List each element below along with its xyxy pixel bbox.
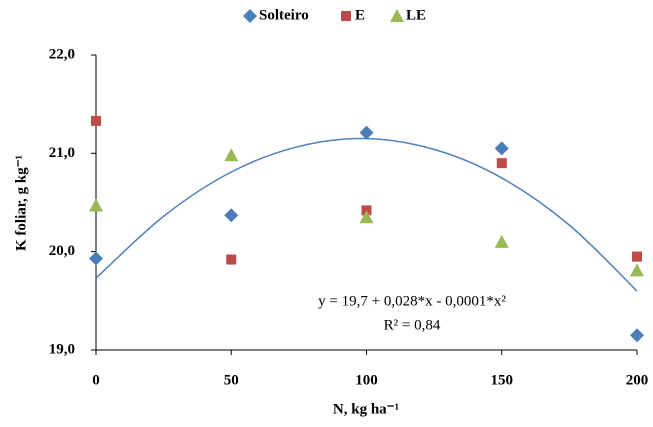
point xyxy=(630,263,644,277)
equation: y = 19,7 + 0,028*x - 0,0001*x² xyxy=(318,293,506,309)
legend-marker xyxy=(341,11,351,21)
point xyxy=(359,125,374,140)
legend-label: LE xyxy=(406,7,426,23)
x-tick-label: 200 xyxy=(626,372,649,388)
point xyxy=(224,208,239,223)
point xyxy=(89,251,103,266)
x-tick-label: 100 xyxy=(355,372,378,388)
point xyxy=(226,254,237,265)
y-tick-label: 21,0 xyxy=(49,145,75,161)
legend-label: E xyxy=(355,7,365,23)
point xyxy=(496,158,507,169)
point xyxy=(359,210,374,224)
point xyxy=(494,234,509,248)
point xyxy=(89,198,103,212)
y-axis-label: K foliar, g kg⁻¹ xyxy=(13,155,29,251)
y-tick-label: 22,0 xyxy=(49,46,75,62)
x-tick-label: 0 xyxy=(92,372,100,388)
x-tick-label: 50 xyxy=(224,372,239,388)
x-axis-label: N, kg ha⁻¹ xyxy=(333,401,399,417)
r-squared: R² = 0,84 xyxy=(384,317,441,333)
legend-label: Solteiro xyxy=(259,7,309,23)
point xyxy=(630,328,644,343)
y-tick-label: 20,0 xyxy=(49,243,75,259)
x-tick-label: 150 xyxy=(491,372,514,388)
y-tick-label: 19,0 xyxy=(49,341,75,357)
point xyxy=(494,141,509,156)
point xyxy=(632,251,642,262)
point xyxy=(224,148,239,162)
legend-marker xyxy=(243,9,257,23)
point xyxy=(91,115,101,126)
legend-marker xyxy=(390,9,404,22)
